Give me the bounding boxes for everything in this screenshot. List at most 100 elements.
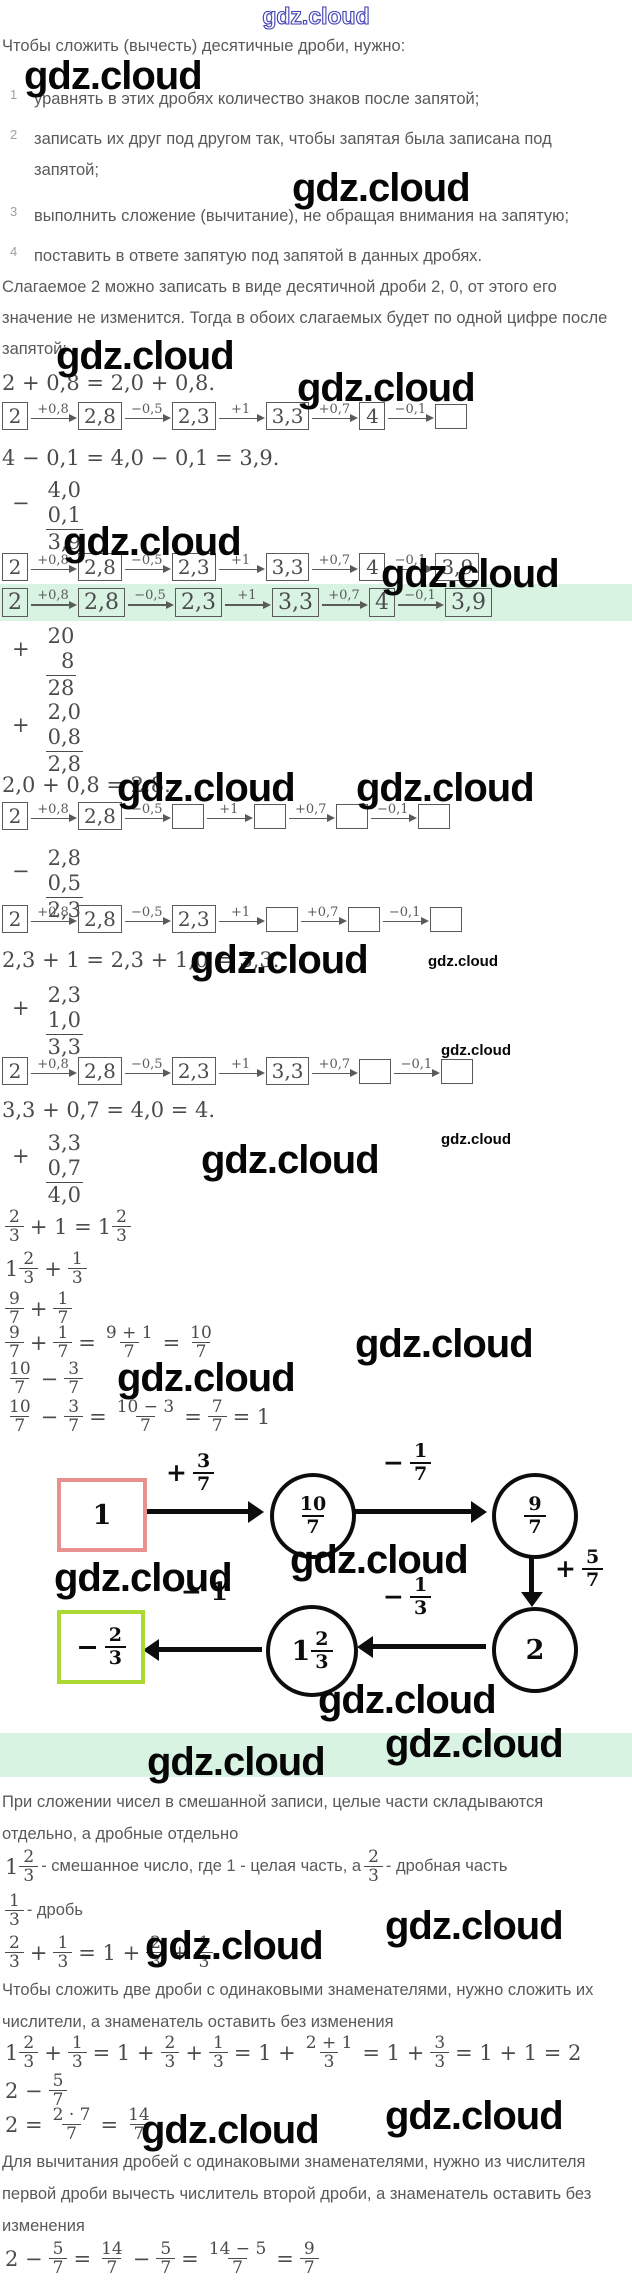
chain-arrow-step: −0,5 <box>124 1058 171 1080</box>
chain-value-box: 2,3 <box>171 553 216 581</box>
chain-arrow-step: −0,5 <box>124 906 171 928</box>
chain-arrow-step: −0,1 <box>382 906 429 928</box>
chain-arrow-step: +1 <box>206 803 253 825</box>
arrow-right-icon <box>388 413 435 425</box>
column-row: 4,0 <box>47 1183 82 1207</box>
arrow-right-icon <box>124 916 171 928</box>
highlighted-chain-band: 2 +0,8 2,8 −0,5 2,3 +1 3,3 +0,7 4 −0,1 3,9 <box>0 584 632 621</box>
arrow-right-icon <box>312 564 359 576</box>
chain-value-box: 2 <box>2 402 28 430</box>
column-subtraction: −4,0 0,1 3,9 <box>12 478 84 555</box>
operator-sign: + <box>12 1144 30 1168</box>
chain-arrow-step: −0,1 <box>388 403 435 425</box>
arrow-right-icon <box>382 916 429 928</box>
chain-value-box: 2,3 <box>171 1057 216 1085</box>
column-addition: +2,0 0,8 2,8 <box>12 700 84 777</box>
edge-label-minus-one: − 1 <box>181 1577 229 1606</box>
arrow-right-icon <box>300 916 347 928</box>
step-text: уравнять в этих дробях количество знаков… <box>34 90 480 108</box>
chain-arrow-step: −0,5 <box>124 403 171 425</box>
arrow-right-icon <box>124 564 171 576</box>
chain-value-box: 2 <box>2 1057 28 1085</box>
chain-arrow-step: +1 <box>225 589 271 611</box>
fraction-equation: 10 7−3 7 = 10 − 3 7 = 7 7 = 1 <box>2 1398 273 1436</box>
paragraph-line: изменения <box>2 2217 85 2235</box>
fraction-equation: 2 −5 7 = 14 7−5 7 = 14 − 5 7 = 9 7 <box>2 2240 322 2278</box>
chain-value-box: 2,3 <box>175 588 222 617</box>
fraction-equation: 10 7−3 7 <box>2 1360 86 1398</box>
chain-empty-box <box>335 803 368 829</box>
number-chain-5: 2 +0,8 2,8 −0,5 2,3 +1 +0,7 −0,1 <box>2 905 462 933</box>
chain-value-box: 2,8 <box>78 588 125 617</box>
chain-arrow-step: +1 <box>218 906 265 928</box>
chain-arrow-step: +0,8 <box>31 803 77 825</box>
chain-arrow-step: +0,7 <box>312 1058 359 1080</box>
chain-arrow-step: −0,5 <box>124 803 171 825</box>
paragraph-line: При сложении чисел в смешанной записи, ц… <box>2 1793 544 1811</box>
chain-empty-box <box>435 403 468 429</box>
arrow-right-icon <box>288 813 335 825</box>
column-row: 3,9 <box>47 530 82 554</box>
watermark-logo: gdz.cloud <box>262 2 370 29</box>
paragraph-line: Слагаемое 2 можно записать в виде десяти… <box>2 278 557 296</box>
rule-step-2: 2 записать их друг под другом так, чтобы… <box>10 124 599 186</box>
watermark: gdz.cloud <box>428 953 498 970</box>
fraction-equation: 2 3 + 1 = 1 2 3 <box>2 1208 134 1246</box>
column-addition: +2,3 1,0 3,3 <box>12 983 84 1060</box>
fraction: 14 7 <box>128 2105 150 2145</box>
fraction: 10 7 <box>299 1493 327 1538</box>
chain-arrow-step: +0,8 <box>31 403 77 425</box>
step-number: 4 <box>10 244 18 259</box>
arrow-right-icon <box>312 413 359 425</box>
fraction-equation: 2 3 +1 3 = 1 +2 3 +1 3 <box>2 1934 216 1972</box>
arrow-right-icon <box>218 1068 265 1080</box>
chain-value-box: 2 <box>2 588 28 617</box>
column-addition: +20 8 28 <box>12 624 77 701</box>
chain-arrow-step: −0,5 <box>128 589 174 611</box>
column-row: 28 <box>47 676 75 700</box>
chain-arrow-step: +1 <box>218 1058 265 1080</box>
chain-arrow-step: −0,5 <box>124 554 171 576</box>
watermark: gdz.cloud <box>385 2094 564 2138</box>
fraction: 10 7 <box>9 1359 31 1399</box>
column-row: 8 <box>45 649 77 676</box>
chain-arrow-step: +0,8 <box>31 589 77 611</box>
chain-value-box: 3,3 <box>265 402 310 430</box>
arrow-right-icon <box>31 813 77 825</box>
arrow-right-icon <box>225 599 271 611</box>
paragraph-line: первой дроби вычесть числитель второй др… <box>2 2185 592 2203</box>
highlight-band <box>0 1733 632 1777</box>
number-chain-3: 2 +0,8 2,8 −0,5 2,3 +1 3,3 +0,7 4 −0,1 3,9 <box>2 588 492 617</box>
column-row: 3,3 <box>47 1131 82 1155</box>
chain-value-box: 3,9 <box>445 588 492 617</box>
column-row: 0,1 <box>45 503 84 530</box>
fraction: 10 7 <box>9 1397 31 1437</box>
number-chain-4: 2 +0,8 2,8 −0,5 +1 +0,7 −0,1 <box>2 802 450 830</box>
step-text: поставить в ответе запятую под запятой в… <box>34 247 483 265</box>
paragraph-line: отдельно, а дробные отдельно <box>2 1825 239 1843</box>
chain-arrow-step: +0,7 <box>312 554 359 576</box>
chain-arrow-step: +0,8 <box>31 906 77 928</box>
chain-value-box: 3,3 <box>272 588 319 617</box>
arrow-right-icon <box>31 564 77 576</box>
chain-arrow-step: −0,1 <box>394 1058 441 1080</box>
fraction-equation: 1 2 3 +1 3 <box>2 1250 90 1288</box>
